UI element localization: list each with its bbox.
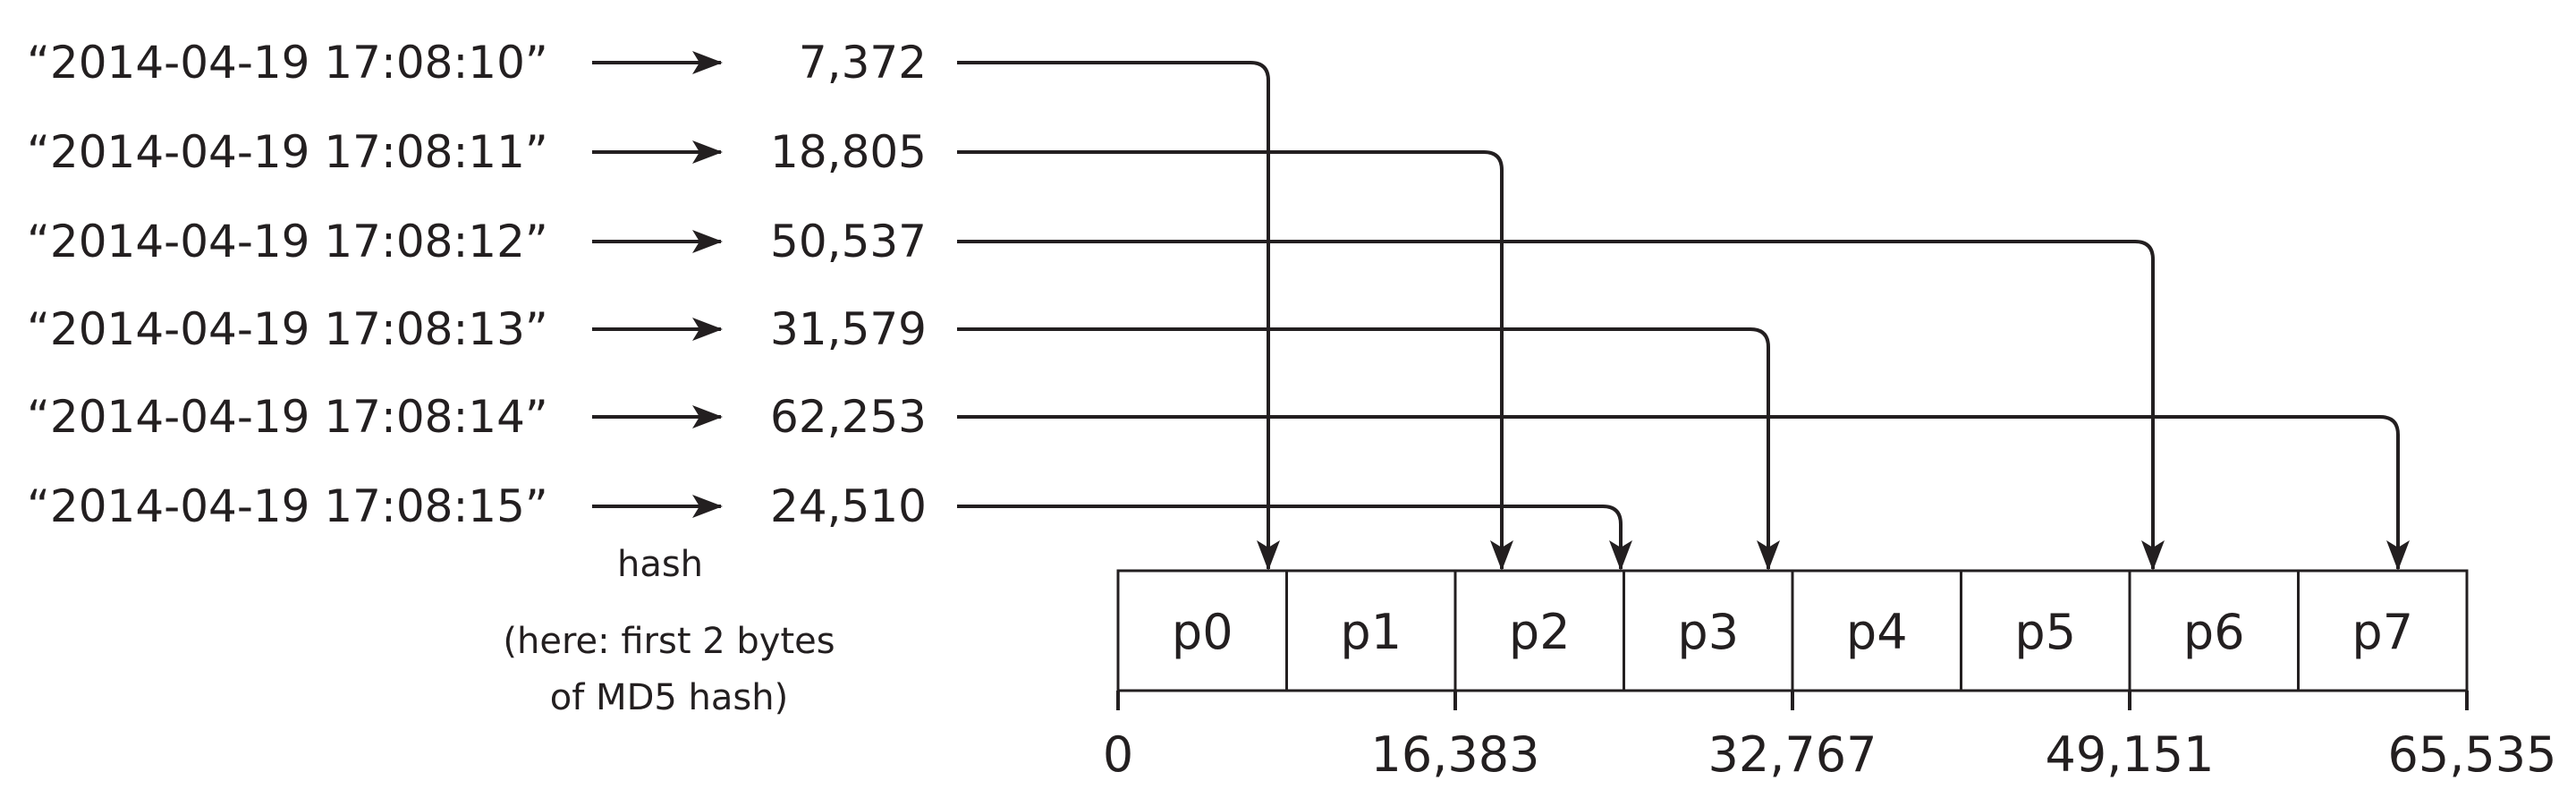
hash-label: hash <box>617 544 703 585</box>
route-to-p2 <box>957 505 1632 571</box>
partition-p7: p7 <box>2297 569 2469 692</box>
partition-p0: p0 <box>1116 569 1288 692</box>
partition-box <box>1453 569 1625 692</box>
partition-label: p7 <box>2351 604 2413 660</box>
tick-label: 32,767 <box>1708 726 1877 783</box>
key-row: “2014-04-19 17:08:15” 24,510 <box>27 480 927 532</box>
key-label: “2014-04-19 17:08:11” <box>27 126 548 178</box>
tick-label: 16,383 <box>1371 726 1540 783</box>
key-label: “2014-04-19 17:08:13” <box>27 303 548 355</box>
hash-range-axis: 0 16,383 32,767 49,151 65,535 <box>1103 691 2557 783</box>
partition-label: p6 <box>2183 604 2245 660</box>
key-row: “2014-04-19 17:08:10” 7,372 <box>27 37 927 89</box>
partition-routes <box>957 61 2410 571</box>
axis-tick: 0 <box>1103 691 1133 783</box>
key-label: “2014-04-19 17:08:14” <box>27 391 548 443</box>
partition-label: p4 <box>1846 604 1908 660</box>
hash-value: 31,579 <box>770 303 927 355</box>
partition-p5: p5 <box>1960 569 2131 692</box>
hash-value: 7,372 <box>799 37 927 89</box>
partition-box <box>1960 569 2131 692</box>
key-row: “2014-04-19 17:08:13” 31,579 <box>27 303 927 355</box>
key-label: “2014-04-19 17:08:12” <box>27 216 548 267</box>
hash-note-line-2: of MD5 hash) <box>550 677 788 718</box>
hash-value: 24,510 <box>770 480 927 532</box>
partition-box <box>1285 569 1457 692</box>
partition-bar: p0 p1 p2 p3 p4 p5 p6 p7 <box>1116 569 2469 692</box>
partition-label: p5 <box>2014 604 2076 660</box>
partition-p4: p4 <box>1791 569 1962 692</box>
partition-p1: p1 <box>1285 569 1457 692</box>
axis-tick: 49,151 <box>2046 691 2215 783</box>
partition-box <box>1791 569 1962 692</box>
axis-tick: 16,383 <box>1371 691 1540 783</box>
partition-label: p1 <box>1340 604 1402 660</box>
axis-tick: 65,535 <box>2388 691 2557 783</box>
route-to-p2 <box>957 150 1513 571</box>
axis-tick: 32,767 <box>1708 691 1877 783</box>
partition-label: p3 <box>1677 604 1739 660</box>
hash-value: 18,805 <box>770 126 927 178</box>
route-to-p6 <box>957 240 2165 571</box>
hash-value: 62,253 <box>770 391 927 443</box>
key-row: “2014-04-19 17:08:11” 18,805 <box>27 126 927 178</box>
partition-box <box>2297 569 2469 692</box>
hash-note-line-1: (here: first 2 bytes <box>503 621 835 662</box>
key-label: “2014-04-19 17:08:15” <box>27 480 548 532</box>
partition-p3: p3 <box>1623 569 1794 692</box>
partition-box <box>1116 569 1288 692</box>
partition-label: p2 <box>1509 604 1571 660</box>
tick-label: 0 <box>1103 726 1133 783</box>
route-to-p0 <box>957 61 1280 571</box>
key-label: “2014-04-19 17:08:10” <box>27 37 548 89</box>
key-row: “2014-04-19 17:08:14” 62,253 <box>27 391 927 443</box>
partition-label: p0 <box>1172 604 1233 660</box>
partition-box <box>1623 569 1794 692</box>
route-to-p3 <box>957 327 1780 571</box>
partition-p6: p6 <box>2128 569 2300 692</box>
partition-p2: p2 <box>1453 569 1625 692</box>
hash-value: 50,537 <box>770 216 927 267</box>
tick-label: 65,535 <box>2388 726 2557 783</box>
key-rows: “2014-04-19 17:08:10” 7,372“2014-04-19 17… <box>27 37 927 532</box>
tick-label: 49,151 <box>2046 726 2215 783</box>
route-to-p7 <box>957 415 2410 571</box>
key-row: “2014-04-19 17:08:12” 50,537 <box>27 216 927 267</box>
